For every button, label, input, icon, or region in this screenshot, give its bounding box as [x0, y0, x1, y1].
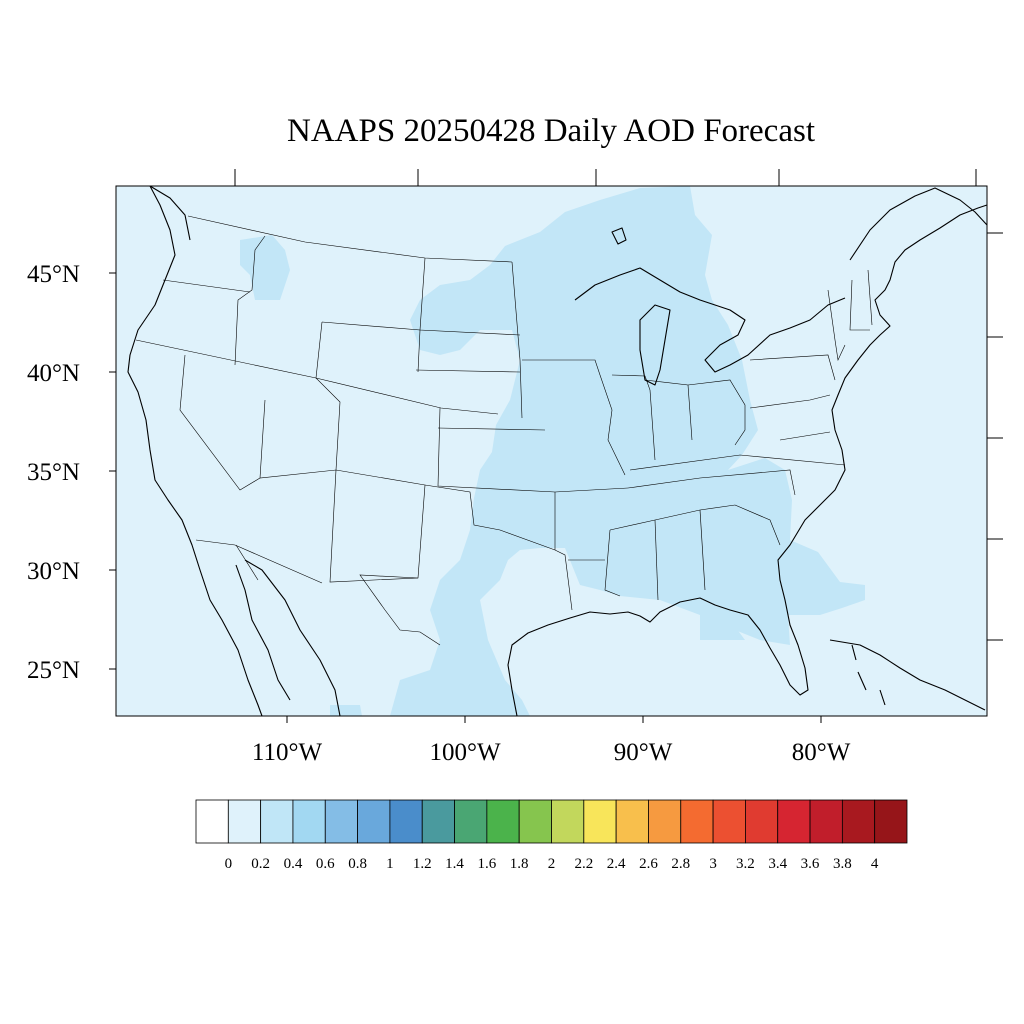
- colorbar-label: 3.2: [736, 856, 755, 872]
- colorbar-label: 0: [225, 856, 233, 872]
- aod-region-central: [390, 186, 865, 716]
- canada-east: [849, 187, 988, 261]
- aod-region-florida-gulf: [700, 612, 745, 640]
- colorbar-swatch: [745, 799, 779, 844]
- chart-title: NAAPS 20250428 Daily AOD Forecast: [287, 113, 815, 149]
- colorbar-label: 2.2: [574, 856, 593, 872]
- colorbar-label: 2.8: [671, 856, 690, 872]
- colorbar-label: 4: [871, 856, 879, 872]
- state-borders: [135, 215, 873, 646]
- lon-label: 110°W: [252, 739, 323, 766]
- lon-label: 100°W: [429, 739, 500, 766]
- colorbar: 0 0.2 0.4 0.6 0.8 1 1.2 1.4 1.6 1.8 2 2.2 2.4 2.6 2.8 3…: [195, 799, 908, 872]
- colorbar-label: 3.4: [768, 856, 787, 872]
- colorbar-label: 0.2: [251, 856, 270, 872]
- colorbar-label: 0.6: [316, 856, 335, 872]
- aod-region-south-tx: [330, 705, 362, 716]
- gulf-coast: [507, 204, 988, 717]
- colorbar-label: 3.6: [801, 856, 820, 872]
- colorbar-label: 1.6: [477, 856, 496, 872]
- vancouver-island: [149, 185, 191, 241]
- lon-label: 90°W: [614, 739, 673, 766]
- west-coast: [127, 185, 263, 717]
- baja-east: [235, 564, 291, 701]
- colorbar-swatch: [486, 799, 520, 844]
- lat-label: 35°N: [27, 459, 80, 486]
- colorbar-swatch: [324, 799, 358, 844]
- latitude-labels: 45°N 40°N 35°N 30°N 25°N: [27, 261, 80, 684]
- great-lakes: [574, 227, 846, 386]
- coastlines: [127, 185, 988, 717]
- colorbar-swatch: [583, 799, 617, 844]
- axis-ticks: [109, 169, 1003, 723]
- colorbar-label: 0.8: [348, 856, 367, 872]
- colorbar-label: 3: [709, 856, 717, 872]
- mexico-west: [244, 559, 341, 717]
- colorbar-label: 1: [386, 856, 394, 872]
- cuba: [829, 639, 986, 711]
- colorbar-label: 2.4: [607, 856, 626, 872]
- colorbar-swatch: [648, 799, 682, 844]
- colorbar-swatch: [227, 799, 262, 844]
- colorbar-swatch: [518, 799, 552, 844]
- colorbar-label: 2: [548, 856, 556, 872]
- colorbar-label: 1.4: [445, 856, 464, 872]
- lon-label: 80°W: [792, 739, 851, 766]
- colorbar-swatch: [615, 799, 649, 844]
- colorbar-swatch: [777, 799, 811, 844]
- colorbar-label: 3.8: [833, 856, 852, 872]
- colorbar-swatch: [874, 799, 908, 844]
- colorbar-swatch: [454, 799, 488, 844]
- colorbar-label: 0.4: [284, 856, 303, 872]
- colorbar-swatch: [712, 799, 746, 844]
- colorbar-label: 1.2: [413, 856, 432, 872]
- colorbar-swatch: [809, 799, 843, 844]
- colorbar-swatch: [260, 799, 294, 844]
- bahamas: [851, 644, 886, 706]
- map-frame: [115, 185, 988, 717]
- lat-label: 45°N: [27, 261, 80, 288]
- longitude-labels: 110°W 100°W 90°W 80°W: [252, 739, 851, 766]
- map-panel: 45°N 40°N 35°N 30°N 25°N 110°W 100°W 90°…: [27, 169, 1003, 766]
- colorbar-swatch: [357, 799, 391, 844]
- colorbar-swatch: [841, 799, 876, 844]
- colorbar-swatch: [551, 799, 585, 844]
- colorbar-swatch: [195, 799, 229, 844]
- lat-label: 30°N: [27, 558, 80, 585]
- colorbar-label: 1.8: [510, 856, 529, 872]
- colorbar-swatch: [680, 799, 714, 844]
- colorbar-swatch: [421, 799, 455, 844]
- lat-label: 25°N: [27, 657, 80, 684]
- colorbar-label: 2.6: [639, 856, 658, 872]
- colorbar-swatch: [292, 799, 326, 844]
- colorbar-swatch: [389, 799, 423, 844]
- lat-label: 40°N: [27, 360, 80, 387]
